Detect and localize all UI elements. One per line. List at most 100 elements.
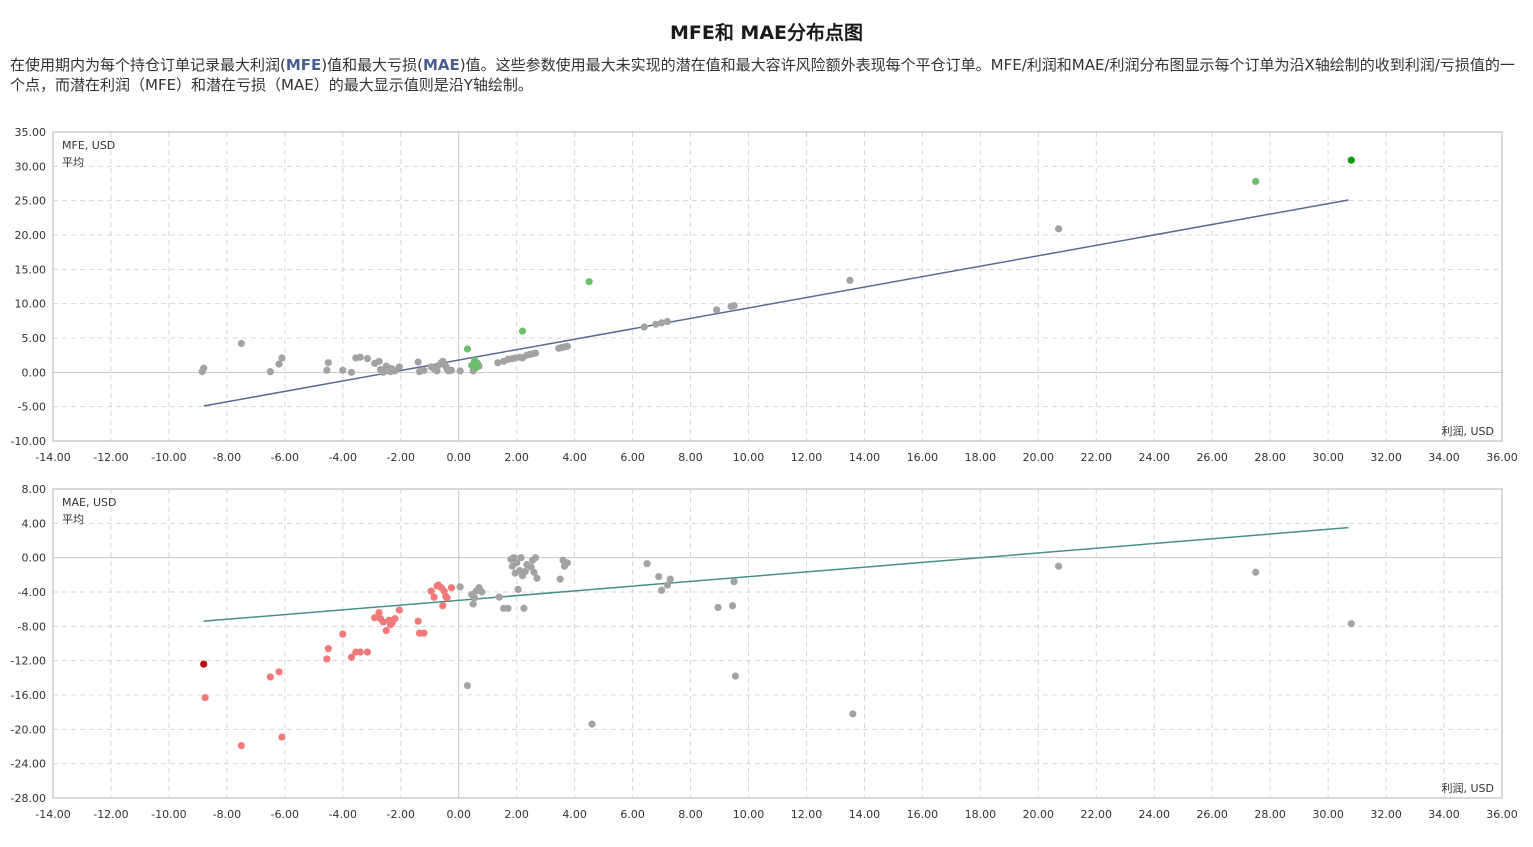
y-tick-label: -24.00 xyxy=(11,758,46,771)
x-tick-label: 22.00 xyxy=(1081,808,1113,821)
mfe-point xyxy=(456,367,464,375)
mae-point-loss xyxy=(363,648,372,656)
x-tick-label: 24.00 xyxy=(1138,451,1170,464)
mfe-point xyxy=(447,366,456,374)
x-tick-label: 2.00 xyxy=(504,808,529,821)
x-tick-label: 4.00 xyxy=(562,451,587,464)
x-tick-label: 16.00 xyxy=(907,451,939,464)
mae-point-extreme xyxy=(200,660,208,668)
mae-point xyxy=(514,585,522,594)
x-tick-label: -8.00 xyxy=(213,808,241,821)
average-line xyxy=(203,526,1349,622)
x-tick-label: -6.00 xyxy=(271,451,299,464)
y-tick-label: -4.00 xyxy=(18,586,46,599)
x-tick-label: 10.00 xyxy=(733,451,765,464)
mae-point-loss xyxy=(356,648,364,656)
mae-point xyxy=(521,567,529,575)
mae-point xyxy=(666,575,674,583)
x-tick-label: 18.00 xyxy=(965,451,997,464)
mae-point-loss xyxy=(430,593,438,601)
x-tick-label: -4.00 xyxy=(329,808,357,821)
mae-point-loss xyxy=(237,742,245,750)
mae-point xyxy=(504,604,512,612)
mae-point-loss xyxy=(395,606,403,614)
mfe-point xyxy=(730,302,738,310)
y-tick-label: 20.00 xyxy=(15,229,47,242)
mae-point-loss xyxy=(420,629,428,637)
x-axis-label: 利润, USD xyxy=(1442,424,1495,438)
mae-point xyxy=(556,575,564,583)
y-tick-label: 10.00 xyxy=(15,298,47,311)
x-tick-label: -2.00 xyxy=(387,451,415,464)
x-tick-label: -8.00 xyxy=(213,451,241,464)
mae-point-loss xyxy=(427,587,435,595)
x-tick-label: 26.00 xyxy=(1196,808,1228,821)
mfe-point xyxy=(652,320,660,328)
mfe-point xyxy=(494,359,502,367)
x-tick-label: 32.00 xyxy=(1370,808,1402,821)
x-tick-label: 6.00 xyxy=(620,808,645,821)
mfe-point xyxy=(275,360,283,368)
x-tick-label: 16.00 xyxy=(907,808,939,821)
x-tick-label: -12.00 xyxy=(93,808,128,821)
x-tick-label: 12.00 xyxy=(791,808,823,821)
x-tick-label: 30.00 xyxy=(1312,451,1344,464)
y-tick-label: 0.00 xyxy=(22,366,47,379)
mae-point xyxy=(456,583,464,591)
legend-average: 平均 xyxy=(62,513,84,526)
mae-point-loss xyxy=(371,614,379,622)
x-tick-label: 28.00 xyxy=(1254,451,1286,464)
legend-average: 平均 xyxy=(62,156,84,169)
y-tick-label: 15.00 xyxy=(15,263,47,276)
y-tick-label: -20.00 xyxy=(11,723,46,736)
mfe-point xyxy=(363,355,372,363)
mae-point-loss xyxy=(347,653,356,661)
mae-point xyxy=(730,578,738,586)
mae-point-loss xyxy=(278,733,286,741)
mae-point-loss xyxy=(324,645,332,653)
mfe-point xyxy=(379,368,387,376)
x-tick-label: 2.00 xyxy=(504,451,529,464)
x-tick-label: 22.00 xyxy=(1081,451,1113,464)
plot-frame xyxy=(52,131,1503,442)
mae-point xyxy=(563,559,571,567)
x-tick-label: 0.00 xyxy=(446,808,471,821)
y-tick-label: 8.00 xyxy=(22,483,47,496)
x-tick-label: 14.00 xyxy=(849,808,881,821)
x-tick-label: -10.00 xyxy=(151,451,186,464)
mae-point xyxy=(530,568,538,576)
x-axis-label: 利润, USD xyxy=(1442,781,1495,795)
mfe-point xyxy=(200,364,208,372)
mfe-point xyxy=(237,339,245,348)
mfe-point xyxy=(563,342,571,350)
x-tick-label: 8.00 xyxy=(678,451,703,464)
legend-series: MFE, USD xyxy=(62,139,115,152)
mae-point xyxy=(478,588,486,596)
mfe-point-max xyxy=(463,345,472,353)
mfe-scatter-chart: -14.00 -12.00 -10.00 -8.00 -6.00 -4.00 -2.00 0.… xyxy=(11,126,1518,464)
mae-point-loss xyxy=(439,602,447,610)
mfe-point xyxy=(433,367,441,375)
mfe-point xyxy=(640,323,648,331)
mae-point xyxy=(849,710,857,718)
plot-frame xyxy=(52,488,1503,799)
x-tick-label: -10.00 xyxy=(151,808,186,821)
x-tick-label: -14.00 xyxy=(35,808,70,821)
mfe-point xyxy=(846,276,854,284)
mae-point-loss xyxy=(414,617,422,625)
y-tick-label: 25.00 xyxy=(15,195,47,208)
mae-point xyxy=(533,574,541,582)
mfe-point xyxy=(339,366,347,374)
mfe-point xyxy=(414,358,422,366)
x-tick-label: 34.00 xyxy=(1428,451,1460,464)
mfe-point-max xyxy=(1252,177,1260,186)
x-tick-label: 30.00 xyxy=(1312,808,1344,821)
x-tick-label: 0.00 xyxy=(446,451,471,464)
mfe-point xyxy=(657,319,666,327)
y-tick-label: -12.00 xyxy=(11,655,46,668)
average-line xyxy=(203,199,1349,407)
desc-mae: MAE xyxy=(423,56,460,74)
mae-point xyxy=(513,559,521,567)
mae-point xyxy=(520,604,528,612)
mae-point-loss xyxy=(447,584,456,592)
